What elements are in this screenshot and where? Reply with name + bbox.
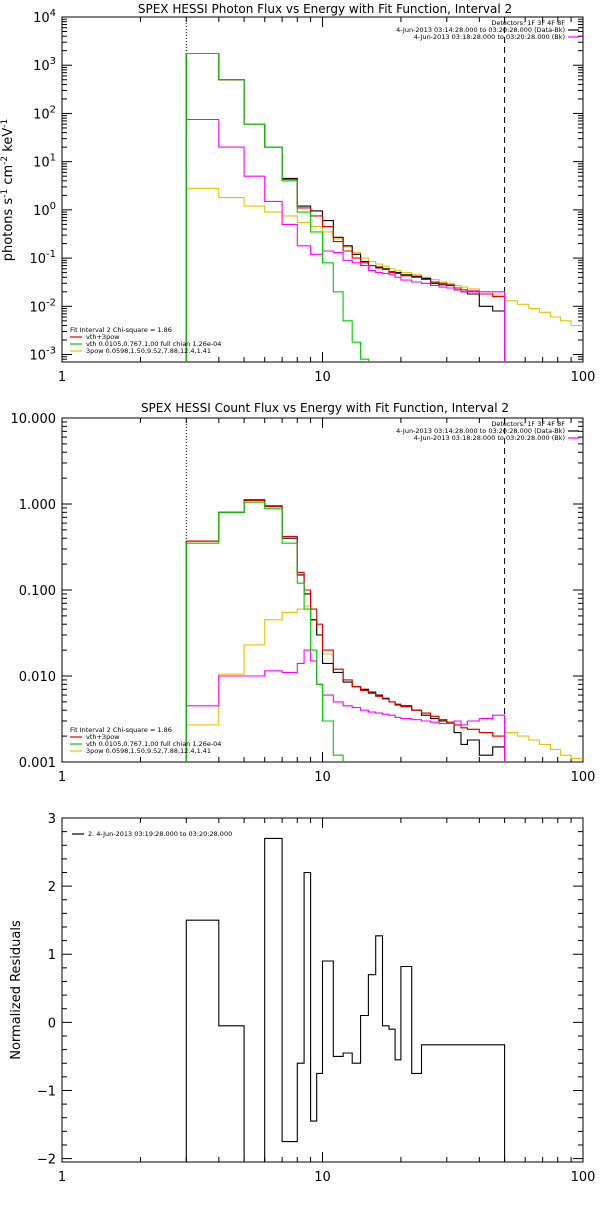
legend-right-entry: 4-Jun-2013 03:18:28.000 to 03:20:28.000 … [414,434,565,442]
y-tick-label: 10-1 [29,249,56,267]
y-tick-label: −2 [37,1153,56,1168]
y-tick-label: 102 [33,104,56,122]
series-line [185,52,369,362]
legend-right-entry: 4-Jun-2013 03:18:28.000 to 03:20:28.000 … [414,33,565,41]
series-line [504,732,583,762]
legend-right-entry: Detectors: 1F 3F 4F 8F [491,420,565,428]
x-tick-label: 100 [571,770,596,785]
series-line [185,837,506,1162]
series-group [185,52,583,362]
x-tick-label: 10 [314,1170,331,1185]
series-line [185,501,344,762]
legend-right-entry: 4-Jun-2013 03:14:28.000 to 03:20:28.000 … [396,26,565,34]
y-tick-label: 10-3 [29,346,56,364]
y-tick-label: 103 [33,56,56,74]
legend-left-entry: vth+3pow [86,333,120,341]
x-tick-label: 100 [571,1170,596,1185]
legend-right-entry: 4-Jun-2013 03:14:28.000 to 03:20:28.000 … [396,427,565,435]
series-line [185,52,506,362]
residuals-ylabel: Normalized Residuals [9,920,24,1060]
y-tick-label: 1.000 [19,498,56,513]
y-tick-label: 10.000 [11,412,57,427]
y-tick-label: 101 [33,153,56,171]
y-tick-label: 104 [33,8,56,26]
series-group [185,499,583,762]
legend-left-entry: vth 0.0105,0.767,1.00 full chian 1.26e-0… [86,740,221,748]
legend-left-entry: 3pow 0.0598,1.50,9.52,7.88,12.4,1.41 [86,747,211,755]
x-tick-label: 1 [58,770,66,785]
y-tick-label: 2 [48,880,56,895]
series-line [185,499,506,762]
legend-left-entry: Fit Interval 2 Chi-square = 1.86 [70,326,172,334]
y-tick-label: 3 [48,812,56,827]
photon-flux-panel: SPEX HESSI Photon Flux vs Energy with Fi… [0,2,595,385]
y-tick-label: 0.100 [19,584,56,599]
x-tick-label: 10 [314,370,331,385]
series-line [504,300,583,362]
y-tick-label: 0 [48,1016,56,1031]
count-flux-title: SPEX HESSI Count Flux vs Energy with Fit… [141,401,509,415]
series-line [185,118,506,362]
residuals-panel: Normalized Residuals 1 10 100 −2 −1 0 1 2 3 2. 4-… [9,812,595,1185]
legend-left-entry: vth+3pow [86,733,120,741]
series-line [185,499,506,762]
y-tick-label: 0.010 [19,670,56,685]
series-line [185,649,506,762]
legend-left-entry: vth 0.0105,0.767,1.00 full chian 1.26e-0… [86,340,221,348]
y-tick-label: 100 [33,201,56,219]
y-tick-label: 10-2 [29,297,56,315]
y-tick-label: −1 [37,1084,56,1099]
legend-right-entry: Detectors: 1F 3F 4F 8F [491,19,565,27]
legend-left-entry: 2. 4-Jun-2013 03:19:28.000 to 03:20:28.0… [88,830,232,838]
series-line [185,52,506,362]
y-tick-label: 1 [48,948,56,963]
photon-flux-title: SPEX HESSI Photon Flux vs Energy with Fi… [138,2,512,16]
x-tick-label: 1 [58,370,66,385]
x-tick-label: 1 [58,1170,66,1185]
series-group [185,837,506,1162]
count-flux-panel: SPEX HESSI Count Flux vs Energy with Fit… [11,401,596,785]
x-tick-label: 100 [571,370,596,385]
y-tick-label: 0.001 [19,756,56,771]
series-line [185,187,506,362]
x-tick-label: 10 [314,770,331,785]
legend-left-entry: 3pow 0.0598,1.50,9.52,7.88,12.4,1.41 [86,347,211,355]
series-line [185,605,506,762]
photon-flux-ylabel: photons s-1 cm-2 keV-1 [0,119,16,261]
legend-left-entry: Fit Interval 2 Chi-square = 1.86 [70,726,172,734]
